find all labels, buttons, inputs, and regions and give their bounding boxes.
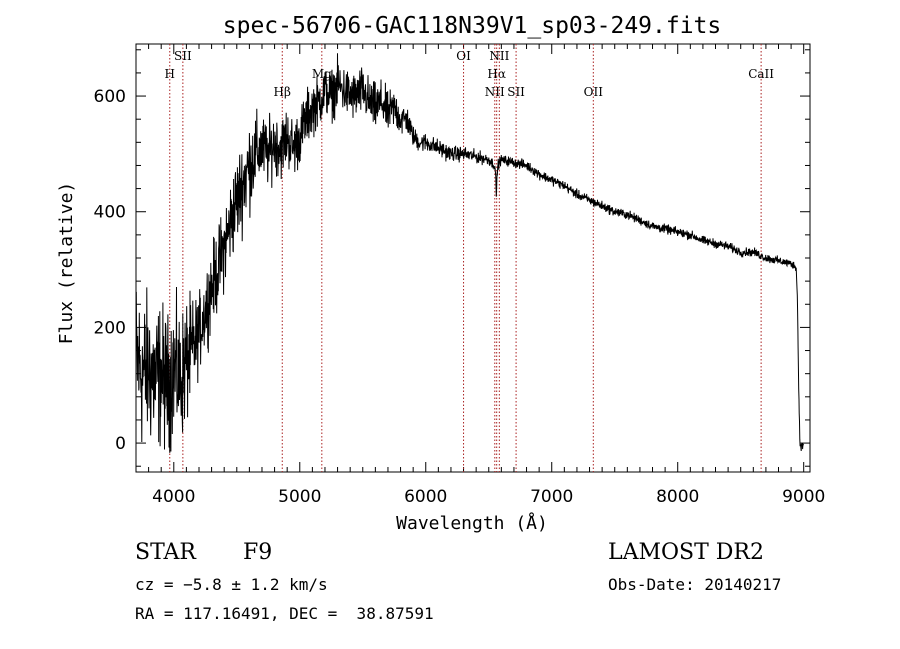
spectral-line-label: NII xyxy=(485,85,505,99)
y-tick-label: 0 xyxy=(115,434,126,454)
plot-area: 4000 5000 6000 7000 8000 9000 0 200 400 600 H SII Hβ… xyxy=(94,43,825,507)
obs-date-label: Obs-Date: 20140217 xyxy=(608,575,782,594)
plot-frame xyxy=(135,43,811,473)
spectral-line-label: SII xyxy=(507,85,525,99)
spectral-line-label: OI xyxy=(456,49,471,63)
spectral-line-label: CaII xyxy=(748,67,774,81)
redshift-label: cz = −5.8 ± 1.2 km/s xyxy=(135,575,328,594)
coordinates-label: RA = 117.16491, DEC = 38.87591 xyxy=(135,604,434,623)
spectral-line-label: OII xyxy=(584,85,604,99)
spectral-line-label: Hβ xyxy=(274,85,291,99)
x-tick-label: 9000 xyxy=(782,487,825,507)
spectrum-line xyxy=(135,53,805,453)
spectral-line-label: SII xyxy=(174,49,192,63)
spectral-line-label: NII xyxy=(489,49,509,63)
chart-title: spec-56706-GAC118N39V1_sp03-249.fits xyxy=(223,13,722,39)
x-tick-label: 5000 xyxy=(278,487,321,507)
y-tick-label: 200 xyxy=(94,318,126,338)
y-axis-label: Flux (relative) xyxy=(56,182,77,345)
y-tick-label: 400 xyxy=(94,203,126,223)
object-type-label: STAR xyxy=(135,540,196,565)
subclass-label: F9 xyxy=(243,540,273,565)
x-tick-label: 4000 xyxy=(152,487,195,507)
x-tick-label: 6000 xyxy=(404,487,447,507)
x-tick-label: 7000 xyxy=(530,487,573,507)
spectral-line-label: H xyxy=(165,67,175,81)
spectral-line-label: Hα xyxy=(487,67,506,81)
x-axis-label: Wavelength (Å) xyxy=(396,512,548,534)
survey-label: LAMOST DR2 xyxy=(608,540,764,565)
x-tick-label: 8000 xyxy=(656,487,699,507)
y-tick-label: 600 xyxy=(94,87,126,107)
